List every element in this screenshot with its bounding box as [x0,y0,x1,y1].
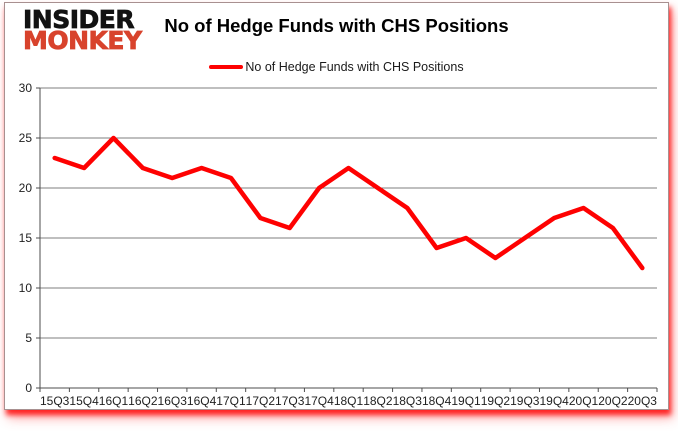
svg-text:0: 0 [25,381,32,395]
svg-text:17Q3: 17Q3 [275,394,305,408]
svg-text:16Q4: 16Q4 [187,394,217,408]
chart-title: No of Hedge Funds with CHS Positions [164,15,509,36]
svg-text:15Q4: 15Q4 [69,394,99,408]
svg-text:15: 15 [19,231,33,245]
logo-insider-text: INSIDER [23,5,135,34]
chart-legend: No of Hedge Funds with CHS Positions [5,60,668,74]
svg-text:20Q3: 20Q3 [628,394,658,408]
svg-text:18Q1: 18Q1 [334,394,364,408]
svg-text:16Q2: 16Q2 [128,394,158,408]
svg-text:15Q3: 15Q3 [40,394,70,408]
svg-text:17Q1: 17Q1 [216,394,246,408]
svg-text:20: 20 [19,181,33,195]
svg-text:19Q4: 19Q4 [539,394,569,408]
svg-text:18Q3: 18Q3 [393,394,423,408]
svg-text:25: 25 [19,131,33,145]
legend-label: No of Hedge Funds with CHS Positions [245,60,464,74]
svg-text:16Q1: 16Q1 [99,394,129,408]
svg-text:16Q3: 16Q3 [158,394,188,408]
svg-text:10: 10 [19,281,33,295]
svg-text:17Q2: 17Q2 [246,394,276,408]
svg-text:19Q1: 19Q1 [451,394,481,408]
svg-text:20Q1: 20Q1 [569,394,599,408]
svg-text:19Q3: 19Q3 [510,394,540,408]
line-chart-plot: 0 5 10 15 20 25 30 15Q3 15Q4 16Q1 16Q2 16Q3 16Q4 17Q1… [19,81,658,408]
logo-monkey-text: MONKEY [23,26,143,55]
svg-text:30: 30 [19,81,33,95]
svg-text:17Q4: 17Q4 [304,394,334,408]
svg-text:20Q2: 20Q2 [598,394,628,408]
svg-text:5: 5 [25,331,32,345]
chart-panel: INSIDER MONKEY No of Hedge Funds with CH… [4,2,669,410]
insider-monkey-logo: INSIDER MONKEY [23,5,143,55]
svg-text:18Q2: 18Q2 [363,394,393,408]
svg-text:18Q4: 18Q4 [422,394,452,408]
legend-line-swatch [209,64,244,69]
svg-text:19Q2: 19Q2 [481,394,511,408]
